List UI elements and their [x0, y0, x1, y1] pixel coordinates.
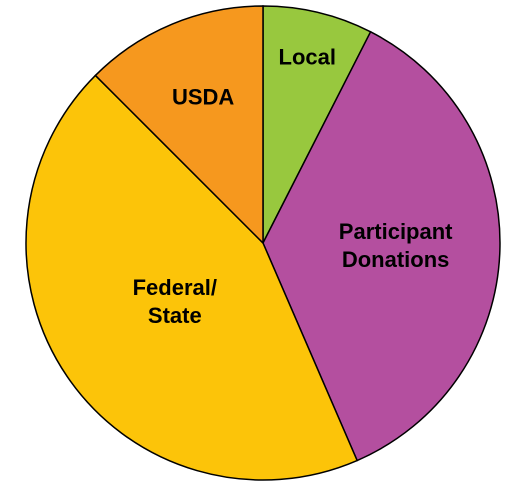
pie-slice — [25, 74, 359, 481]
pie-slice — [94, 5, 264, 245]
slice-label: USDA — [172, 84, 234, 109]
pie-slice — [262, 5, 372, 244]
pie-slice — [262, 30, 501, 462]
slice-label: Participant Donations — [339, 219, 453, 272]
slice-label: Local — [279, 44, 336, 69]
slice-label: Federal/State — [133, 275, 217, 328]
